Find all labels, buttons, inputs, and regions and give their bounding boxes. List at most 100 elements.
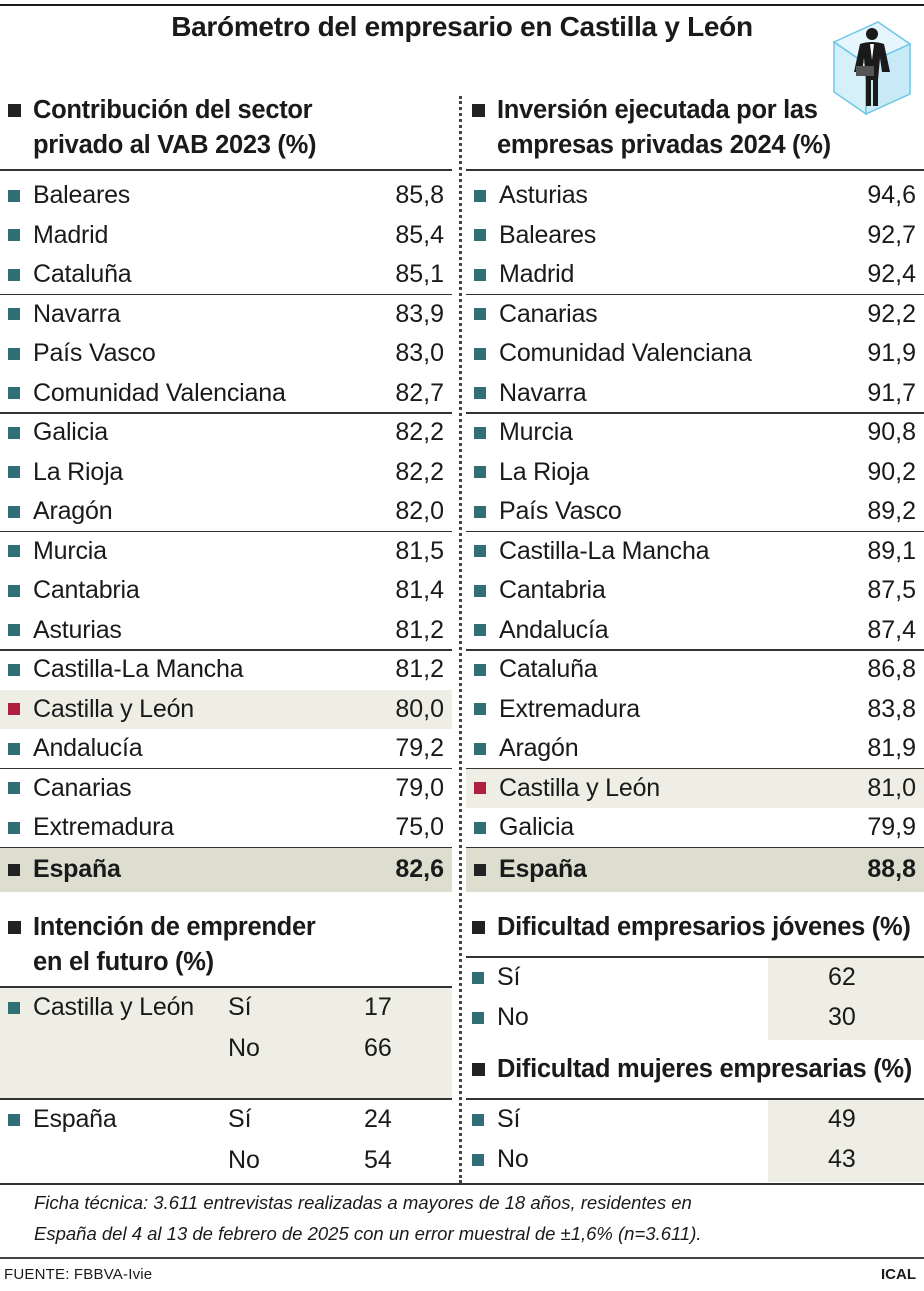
region-value: 87,4 — [867, 615, 916, 644]
table-row: País Vasco 83,0 — [0, 334, 452, 374]
row-bullet-icon — [474, 308, 486, 321]
table-row: Cataluña 85,1 — [0, 255, 452, 295]
table-row: País Vasco 89,2 — [466, 492, 924, 532]
region-value: 75,0 — [395, 813, 444, 842]
region-name: Navarra — [33, 299, 121, 328]
table-row: Baleares 85,8 — [0, 176, 452, 216]
row-bullet-icon — [472, 1113, 484, 1126]
row-bullet-icon — [474, 189, 486, 202]
region-value: 90,8 — [867, 418, 916, 447]
table-row: Andalucía 87,4 — [466, 611, 924, 651]
intencion-label: Sí — [228, 1105, 252, 1133]
region-value: 89,1 — [867, 536, 916, 565]
region-name: Castilla-La Mancha — [33, 655, 244, 684]
region-value: 82,0 — [395, 497, 444, 526]
region-value: 81,9 — [867, 734, 916, 763]
intencion-group-bg — [0, 988, 452, 1098]
row-bullet-icon — [474, 821, 486, 834]
group-rule — [0, 649, 452, 651]
region-name: Cataluña — [33, 260, 132, 289]
region-name: Galicia — [499, 813, 575, 842]
total-rule — [0, 846, 452, 848]
region-name: País Vasco — [499, 497, 622, 526]
table-row: Castilla-La Mancha 89,1 — [466, 532, 924, 572]
mujeres-heading: Dificultad mujeres empresarias (%) — [472, 1052, 912, 1087]
row-bullet-icon — [8, 1113, 20, 1126]
row-bullet-icon — [474, 347, 486, 360]
section-rule — [0, 1183, 924, 1185]
intencion-label: Sí — [228, 993, 252, 1021]
region-value: 79,9 — [867, 813, 916, 842]
region-name: Aragón — [33, 497, 113, 526]
table-row: Madrid 85,4 — [0, 216, 452, 256]
region-name: Murcia — [33, 536, 107, 565]
region-value: 83,0 — [395, 339, 444, 368]
jovenes-value: 62 — [828, 963, 856, 991]
table-row: Asturias 81,2 — [0, 611, 452, 651]
intencion-value: 17 — [364, 993, 392, 1021]
row-bullet-icon — [474, 782, 486, 795]
table-row: Galicia 82,2 — [0, 413, 452, 453]
source-credit: FUENTE: FBBVA-Ivie — [4, 1266, 153, 1283]
heading-bullet-icon — [8, 921, 21, 934]
row-bullet-icon — [8, 347, 20, 360]
section-rule — [466, 956, 924, 958]
region-name: Navarra — [499, 378, 587, 407]
row-bullet-icon — [8, 821, 20, 834]
row-bullet-icon — [8, 229, 20, 242]
heading-bullet-icon — [472, 104, 485, 117]
region-value: 92,2 — [867, 299, 916, 328]
row-bullet-icon — [474, 545, 486, 558]
table-row: Madrid 92,4 — [466, 255, 924, 295]
region-name: Castilla y León — [499, 773, 660, 802]
table-row: Asturias 94,6 — [466, 176, 924, 216]
row-bullet-icon — [474, 584, 486, 597]
table-row: Castilla-La Mancha 81,2 — [0, 650, 452, 690]
row-bullet-icon — [8, 1001, 20, 1014]
agency-credit: ICAL — [881, 1266, 916, 1283]
group-rule — [466, 530, 924, 532]
table-row: Extremadura 75,0 — [0, 808, 452, 848]
bottom-rule — [0, 1257, 924, 1259]
table-row: Murcia 81,5 — [0, 532, 452, 572]
table-row: Baleares 92,7 — [466, 216, 924, 256]
group-rule — [0, 530, 452, 532]
region-value: 81,4 — [395, 576, 444, 605]
mujeres-value: 49 — [828, 1105, 856, 1133]
heading-bullet-icon — [472, 1063, 485, 1076]
region-name: Cataluña — [499, 655, 598, 684]
row-bullet-icon — [8, 782, 20, 795]
row-bullet-icon — [8, 624, 20, 637]
row-bullet-icon — [8, 863, 20, 876]
row-bullet-icon — [8, 387, 20, 400]
inversion-heading: Inversión ejecutada por las empresas pri… — [472, 93, 831, 163]
table-row: Cataluña 86,8 — [466, 650, 924, 690]
top-rule — [0, 4, 924, 6]
region-name: Castilla y León — [33, 694, 194, 723]
row-bullet-icon — [8, 308, 20, 321]
jovenes-value: 30 — [828, 1003, 856, 1031]
region-name: País Vasco — [33, 339, 156, 368]
region-value: 92,7 — [867, 220, 916, 249]
region-name: Asturias — [499, 181, 588, 210]
group-rule — [466, 767, 924, 769]
mujeres-value: 43 — [828, 1145, 856, 1173]
table-row: Andalucía 79,2 — [0, 729, 452, 769]
region-value: 81,2 — [395, 655, 444, 684]
region-name: Andalucía — [499, 615, 609, 644]
intencion-heading: Intención de emprender en el futuro (%) — [8, 910, 316, 980]
region-value: 85,8 — [395, 181, 444, 210]
region-name: Extremadura — [33, 813, 174, 842]
section-rule — [466, 1098, 924, 1100]
total-row: España 82,6 — [0, 847, 452, 892]
group-rule — [0, 293, 452, 295]
intencion-region: España — [8, 1100, 248, 1140]
group-rule — [0, 767, 452, 769]
ficha-tecnica: Ficha técnica: 3.611 entrevistas realiza… — [34, 1192, 702, 1244]
region-value: 82,2 — [395, 457, 444, 486]
region-value: 82,2 — [395, 418, 444, 447]
group-rule — [466, 293, 924, 295]
intencion-value: 24 — [364, 1105, 392, 1133]
region-name: Cantabria — [499, 576, 606, 605]
region-name: Baleares — [499, 220, 597, 249]
